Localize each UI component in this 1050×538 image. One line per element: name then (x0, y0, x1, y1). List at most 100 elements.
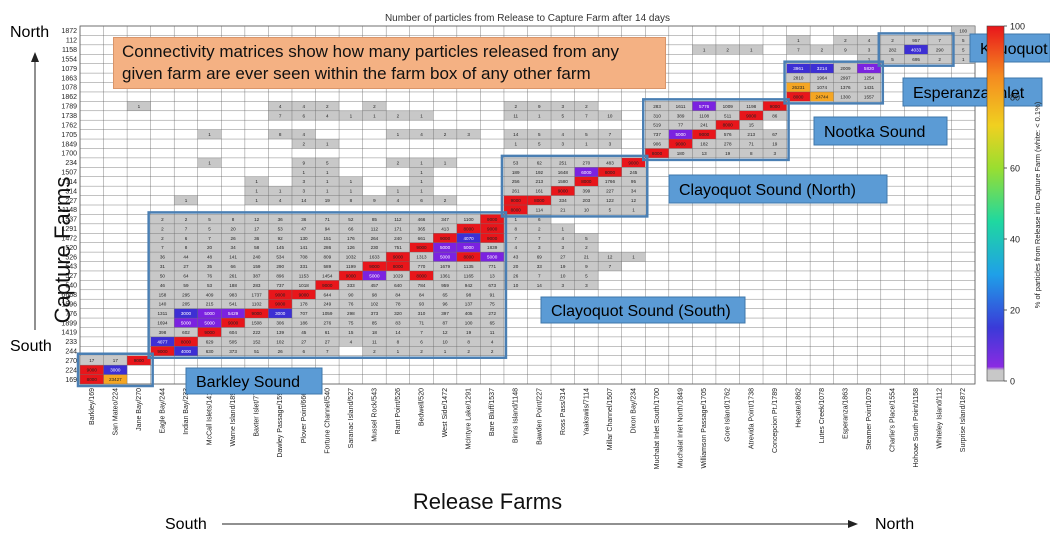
heatmap-cell (574, 139, 599, 149)
heatmap-cell (315, 214, 340, 224)
heatmap-cell (668, 148, 693, 158)
x-tick-label: Millar Channel/1507 (607, 388, 614, 450)
heatmap-cell (857, 91, 881, 102)
cell-value-label: 102 (276, 339, 284, 344)
cell-value-label: 8000 (723, 123, 734, 128)
cell-value-label: 2 (444, 198, 447, 203)
heatmap-cell (715, 44, 740, 55)
heatmap-cell (786, 44, 811, 55)
cell-value-label: 19 (466, 330, 472, 335)
heatmap-cell (386, 214, 410, 224)
y-tick-label: 270 (65, 358, 77, 365)
heatmap-cell (150, 270, 175, 281)
heatmap-cell (951, 54, 975, 64)
cell-value-label: 8 (397, 339, 400, 344)
heatmap-cell (409, 223, 434, 234)
cell-value-label: 8000 (416, 273, 427, 278)
cell-value-label: 320 (394, 311, 402, 316)
cell-value-label: 9000 (252, 311, 263, 316)
heatmap-cell (456, 308, 481, 319)
cell-value-label: 188 (229, 283, 237, 288)
heatmap-cell (527, 101, 552, 111)
x-tick-label: McIntyre Lake/1291 (466, 388, 473, 450)
heatmap-cell (386, 308, 410, 319)
heatmap-cell (574, 205, 599, 215)
cell-value-label: 2 (444, 132, 447, 137)
cell-value-label: 5 (891, 57, 894, 62)
cell-value-label: 83 (395, 321, 401, 326)
cell-value-label: 310 (418, 311, 426, 316)
y-tick-label: 1419 (61, 330, 77, 337)
cell-value-label: 93 (419, 302, 425, 307)
cell-value-label: 35 (207, 264, 213, 269)
cell-value-label: 161 (535, 189, 543, 194)
heatmap-cell (362, 280, 387, 290)
heatmap-cell (409, 129, 434, 140)
heatmap-cell (880, 44, 905, 55)
cell-value-label: 137 (465, 302, 473, 307)
cell-value-label: 4 (420, 132, 423, 137)
cell-value-label: 19 (772, 142, 778, 147)
cell-value-label: 10 (607, 113, 613, 118)
heatmap-cell (409, 167, 434, 177)
heatmap-cell (409, 318, 434, 328)
colorbar-tick-label: 60 (1010, 164, 1020, 174)
cell-value-label: 3 (562, 283, 565, 288)
x-tick-label: Muchalat Inlet North/1849 (678, 388, 685, 468)
heatmap-cell (857, 82, 881, 92)
heatmap-cell (645, 148, 669, 158)
heatmap-cell (150, 214, 175, 224)
cell-value-label: 34 (231, 245, 237, 250)
cell-value-label: 1376 (840, 85, 851, 90)
cell-value-label: 1 (514, 142, 517, 147)
y-axis-title: Capture Farms (50, 177, 75, 324)
heatmap-cell (127, 355, 151, 366)
heatmap-cell (409, 195, 434, 205)
cell-value-label: 5000 (204, 321, 215, 326)
heatmap-cell (244, 233, 269, 243)
x-tick-label: Eagle Bay/244 (159, 388, 166, 434)
heatmap-cell (150, 261, 175, 271)
cell-value-label: 1300 (840, 94, 851, 99)
heatmap-cell (174, 308, 198, 319)
heatmap-cell (339, 110, 363, 121)
heatmap-cell (433, 233, 457, 243)
heatmap-cell (386, 186, 410, 196)
heatmap-cell (574, 129, 599, 140)
heatmap-cell (904, 44, 928, 55)
heatmap-cell (574, 176, 599, 187)
heatmap-cell (503, 129, 528, 140)
heatmap-cell (244, 186, 269, 196)
cell-value-label: 2 (585, 245, 588, 250)
heatmap-cell (150, 252, 175, 262)
heatmap-cell (598, 110, 622, 121)
colorbar-label: % of particles from Release into Capture… (1033, 101, 1042, 308)
y-tick-label: 1148 (62, 207, 77, 214)
cell-value-label: 87 (443, 321, 449, 326)
heatmap-cell (527, 214, 552, 224)
cell-value-label: 1059 (322, 311, 333, 316)
cell-value-label: 1 (420, 113, 423, 118)
heatmap-cell (268, 101, 292, 111)
heatmap-cell (291, 336, 316, 347)
cell-value-label: 3000 (275, 311, 286, 316)
cell-value-label: 466 (418, 217, 426, 222)
heatmap-cell (197, 223, 222, 234)
cell-value-label: 3 (562, 104, 565, 109)
heatmap-cell (339, 270, 363, 281)
heatmap-cell (80, 374, 104, 384)
cell-value-label: 1 (326, 179, 329, 184)
cell-value-label: 707 (300, 311, 308, 316)
heatmap-cell (810, 73, 834, 83)
heatmap-cell (833, 44, 858, 55)
cell-value-label: 20 (207, 245, 213, 250)
region-outline (877, 32, 955, 67)
cell-value-label: 1 (632, 255, 635, 260)
heatmap-cell (362, 270, 387, 281)
cell-value-label: 6 (185, 236, 188, 241)
heatmap-cell (362, 299, 387, 309)
cell-value-label: 770 (418, 264, 426, 269)
cell-value-label: 4 (562, 132, 565, 137)
heatmap-cell (150, 327, 175, 337)
cell-value-label: 3 (467, 132, 470, 137)
